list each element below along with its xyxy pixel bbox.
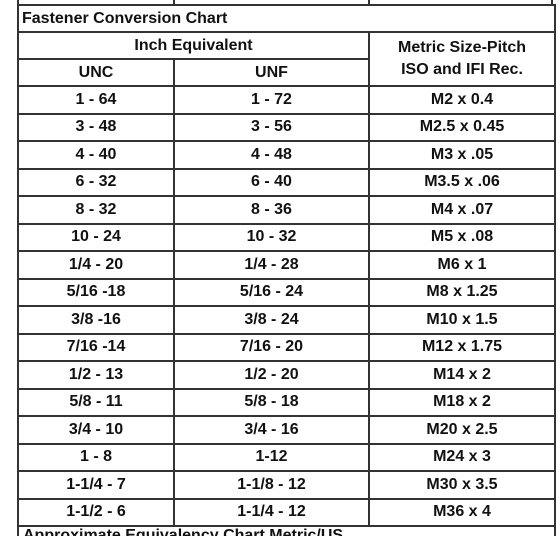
cell: 3/4 - 10 [17,415,175,445]
cell: M8 x 1.25 [367,277,557,307]
cell: 7/16 - 20 [173,332,370,362]
cell: 10 - 24 [17,222,175,252]
cell: 1/2 - 13 [17,360,175,390]
data-row: 10 - 24 10 - 32 M5 x .08 [17,222,557,252]
data-row: 3/8 -16 3/8 - 24 M10 x 1.5 [17,305,557,335]
cell: 10 - 32 [173,222,370,252]
cell: M2.5 x 0.45 [367,112,557,142]
cell: 5/8 - 11 [17,387,175,417]
column-header: UNC [17,58,175,87]
divider [368,0,370,5]
conversion-table: Fastener Conversion Chart Inch Equivalen… [16,4,557,536]
cell: 1-12 [173,442,370,472]
table-title: Fastener Conversion Chart [16,4,557,33]
data-row: 1/2 - 13 1/2 - 20 M14 x 2 [17,360,557,390]
header-row: UNC UNF [17,58,555,87]
footer-note: Approximate Equivalency Chart Metric/US [16,525,557,536]
cell: M4 x .07 [367,195,557,225]
table-body: Fastener Conversion Chart Inch Equivalen… [16,4,557,536]
data-row: 1 - 64 1 - 72 M2 x 0.4 [17,85,557,115]
metric-header: Metric Size-Pitch ISO and IFI Rec. [367,31,557,87]
data-row: 1 - 8 1-12 M24 x 3 [17,442,557,472]
metric-header-line: ISO and IFI Rec. [401,61,523,78]
cell: 1/4 - 28 [173,250,370,280]
cell: M6 x 1 [367,250,557,280]
cell: 3/8 -16 [17,305,175,335]
cell: M20 x 2.5 [367,415,557,445]
cell: 5/16 - 24 [173,277,370,307]
cell: M12 x 1.75 [367,332,557,362]
data-row: 1/4 - 20 1/4 - 28 M6 x 1 [17,250,557,280]
cell: 4 - 48 [173,140,370,170]
column-header: UNF [173,58,370,87]
cell: 5/8 - 18 [173,387,370,417]
cell: 1-1/4 - 7 [17,470,175,500]
cell: 1 - 8 [17,442,175,472]
cell: M36 x 4 [367,497,557,527]
cell: M24 x 3 [367,442,557,472]
data-row: 5/16 -18 5/16 - 24 M8 x 1.25 [17,277,557,307]
cell: M30 x 3.5 [367,470,557,500]
cell: M10 x 1.5 [367,305,557,335]
divider [173,0,175,5]
cell: 7/16 -14 [17,332,175,362]
title-row: Fastener Conversion Chart [16,4,557,33]
cell: 1 - 72 [173,85,370,115]
cell: 3 - 48 [17,112,175,142]
cell: M14 x 2 [367,360,557,390]
cell: 1-1/8 - 12 [173,470,370,500]
data-row: 7/16 -14 7/16 - 20 M12 x 1.75 [17,332,557,362]
cell: 3/8 - 24 [173,305,370,335]
metric-header-line: Metric Size-Pitch [397,39,527,56]
group-header: Inch Equivalent [17,31,370,60]
cell: 1/4 - 20 [17,250,175,280]
cell: M2 x 0.4 [367,85,557,115]
top-strip [17,0,553,5]
cell: 1-1/4 - 12 [173,497,370,527]
cell: 6 - 40 [173,167,370,197]
data-row: 1-1/4 - 7 1-1/8 - 12 M30 x 3.5 [17,470,557,500]
cell: 8 - 32 [17,195,175,225]
cell: 4 - 40 [17,140,175,170]
cell: M18 x 2 [367,387,557,417]
data-row: 6 - 32 6 - 40 M3.5 x .06 [17,167,557,197]
data-row: 5/8 - 11 5/8 - 18 M18 x 2 [17,387,557,417]
cell: M3 x .05 [367,140,557,170]
data-row: 3/4 - 10 3/4 - 16 M20 x 2.5 [17,415,557,445]
header-row: Inch Equivalent Metric Size-Pitch ISO an… [17,31,557,87]
data-row: 8 - 32 8 - 36 M4 x .07 [17,195,557,225]
cell: 1/2 - 20 [173,360,370,390]
cell: 3 - 56 [173,112,370,142]
cell: 6 - 32 [17,167,175,197]
cell: 5/16 -18 [17,277,175,307]
data-row: 3 - 48 3 - 56 M2.5 x 0.45 [17,112,557,142]
cell: 1 - 64 [17,85,175,115]
cell: 3/4 - 16 [173,415,370,445]
data-row: 4 - 40 4 - 48 M3 x .05 [17,140,557,170]
cell: 1-1/2 - 6 [17,497,175,527]
cell: M5 x .08 [367,222,557,252]
data-row: 1-1/2 - 6 1-1/4 - 12 M36 x 4 [17,497,557,527]
cell: M3.5 x .06 [367,167,557,197]
cell: 8 - 36 [173,195,370,225]
footer-row: Approximate Equivalency Chart Metric/US [16,525,557,536]
